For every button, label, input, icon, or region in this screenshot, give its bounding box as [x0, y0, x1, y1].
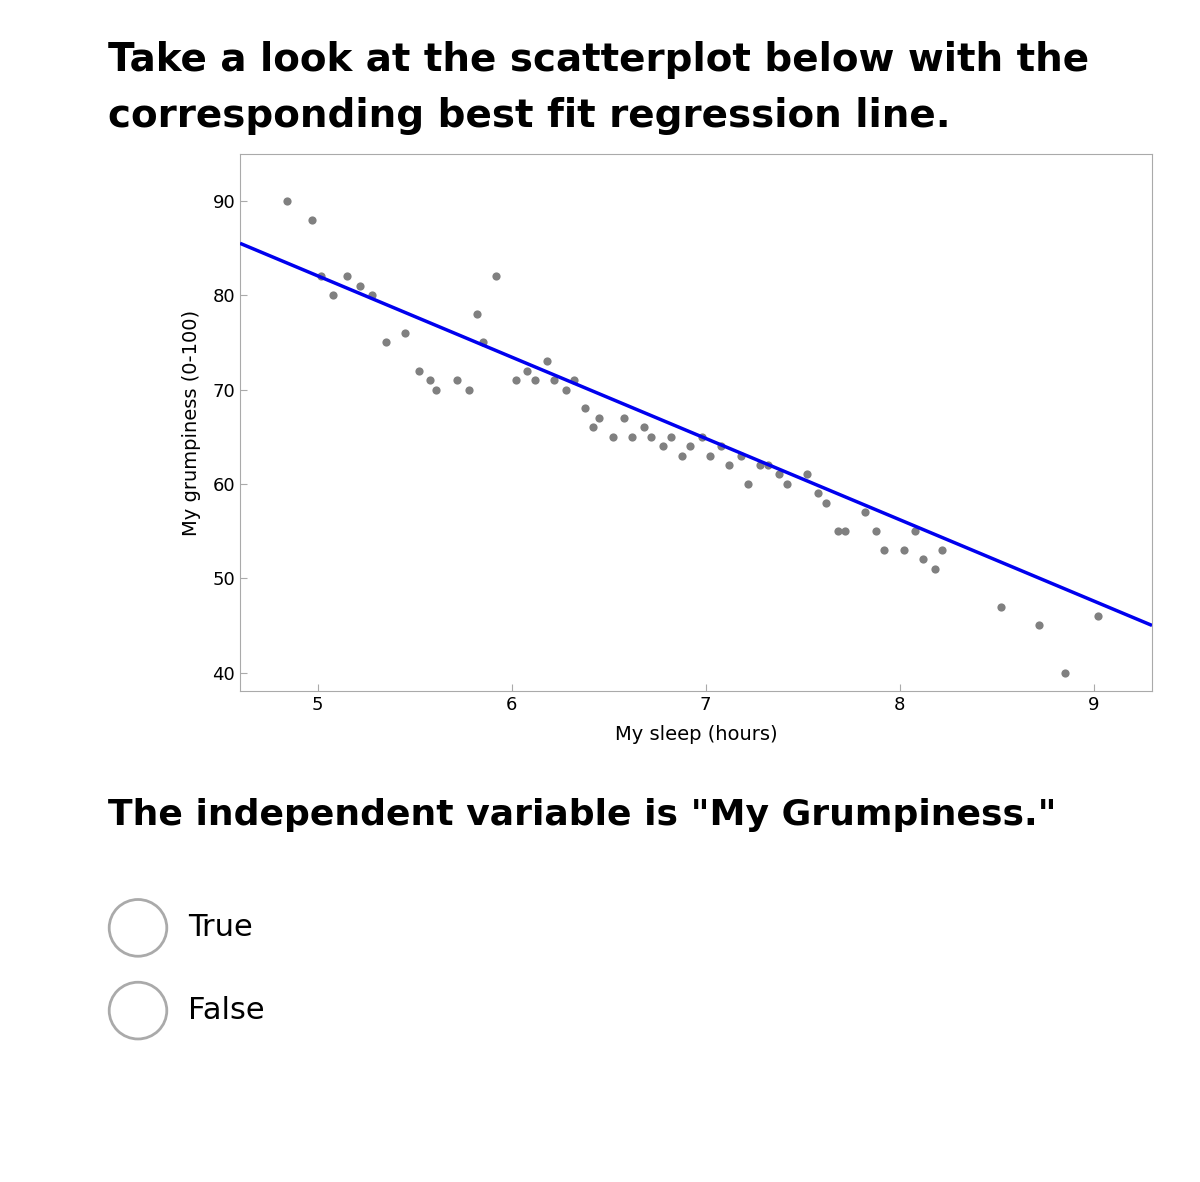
Point: [589, 409, 608, 428]
Point: [448, 371, 467, 390]
Y-axis label: My grumpiness (0-100): My grumpiness (0-100): [182, 310, 202, 535]
Point: [692, 427, 712, 446]
Point: [894, 540, 913, 559]
Point: [623, 427, 642, 446]
Point: [324, 286, 343, 305]
Point: [557, 381, 576, 400]
Point: [906, 521, 925, 540]
Point: [350, 277, 370, 296]
Point: [467, 305, 486, 324]
Point: [925, 559, 944, 578]
Point: [731, 446, 750, 465]
Point: [526, 371, 545, 390]
Point: [719, 455, 738, 474]
Text: Take a look at the scatterplot below with the: Take a look at the scatterplot below wit…: [108, 41, 1090, 79]
Point: [536, 352, 556, 371]
Point: [302, 210, 322, 229]
Point: [506, 371, 526, 390]
Point: [1088, 606, 1108, 625]
Point: [739, 474, 758, 493]
Point: [583, 417, 602, 436]
Point: [362, 286, 382, 305]
Point: [654, 436, 673, 455]
Point: [634, 417, 653, 436]
Point: [564, 371, 583, 390]
Point: [409, 362, 428, 381]
Point: [856, 502, 875, 521]
Point: [1030, 616, 1049, 635]
Text: The independent variable is "My Grumpiness.": The independent variable is "My Grumpine…: [108, 798, 1056, 832]
Text: False: False: [188, 996, 265, 1025]
Text: True: True: [188, 914, 253, 942]
Text: corresponding best fit regression line.: corresponding best fit regression line.: [108, 97, 950, 135]
Point: [460, 381, 479, 400]
Point: [473, 333, 492, 352]
Point: [312, 267, 331, 286]
Point: [932, 540, 952, 559]
Point: [486, 267, 505, 286]
Point: [277, 191, 296, 210]
Point: [576, 400, 595, 418]
Point: [700, 446, 719, 465]
Point: [991, 597, 1010, 616]
Point: [866, 521, 886, 540]
Point: [337, 267, 356, 286]
Point: [750, 455, 769, 474]
Point: [673, 446, 692, 465]
Point: [875, 540, 894, 559]
Point: [913, 550, 932, 569]
Point: [836, 521, 856, 540]
Point: [395, 324, 414, 343]
Point: [420, 371, 439, 390]
Point: [770, 465, 790, 483]
Point: [661, 427, 680, 446]
Point: [816, 493, 835, 512]
Point: [712, 436, 731, 455]
Point: [809, 483, 828, 502]
Point: [1055, 663, 1074, 682]
Point: [517, 362, 536, 381]
Point: [797, 465, 816, 483]
Point: [778, 474, 797, 493]
Point: [828, 521, 847, 540]
Point: [376, 333, 395, 352]
Point: [545, 371, 564, 390]
Point: [602, 427, 622, 446]
X-axis label: My sleep (hours): My sleep (hours): [614, 726, 778, 745]
Point: [642, 427, 661, 446]
Point: [758, 455, 778, 474]
Point: [680, 436, 700, 455]
Point: [614, 409, 634, 428]
Point: [426, 381, 445, 400]
